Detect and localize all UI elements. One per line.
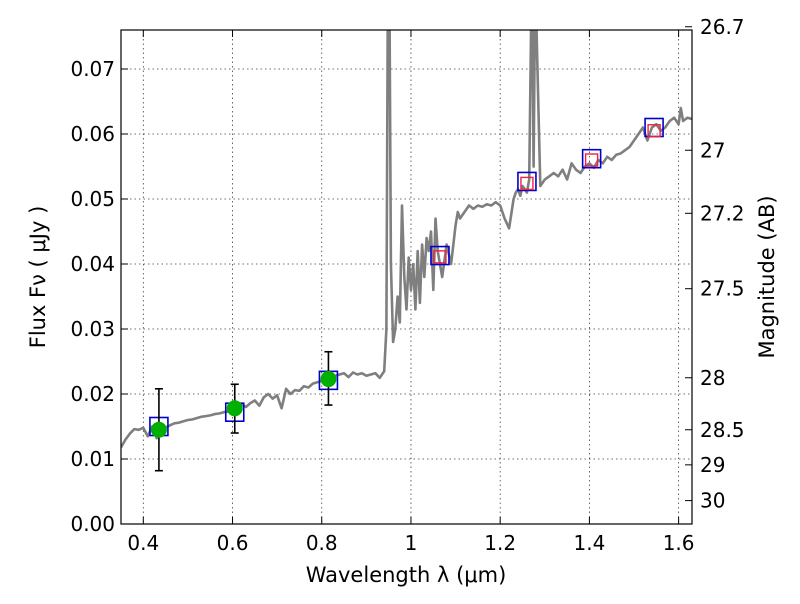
x-tick-label: 1.6 — [663, 531, 695, 555]
model-flux-square — [430, 245, 450, 266]
y2-tick-label: 26.7 — [700, 15, 745, 39]
plot-frame — [120, 29, 693, 525]
y2-tick-label: 28.5 — [700, 418, 745, 442]
x-tick-label: 1.2 — [484, 531, 516, 555]
observed-limit-square — [520, 176, 534, 191]
x-tick-label: 0.4 — [127, 531, 159, 555]
x-tick-label: 1.4 — [573, 531, 605, 555]
y-tick-label: 0.00 — [70, 512, 115, 536]
observed-limit-square — [647, 124, 661, 138]
y-tick-label: 0.02 — [70, 382, 115, 406]
y2-tick-label: 29 — [700, 453, 725, 477]
y2-axis-title: Magnitude (AB) — [755, 195, 779, 358]
y-tick-label: 0.05 — [70, 187, 115, 211]
x-axis-title: Wavelength λ (μm) — [306, 563, 507, 587]
y2-tick-label: 30 — [700, 489, 725, 513]
x-tick-label: 0.6 — [217, 531, 249, 555]
y-tick-label: 0.07 — [70, 57, 115, 81]
observed-limit-square — [584, 153, 599, 167]
y-tick-label: 0.03 — [70, 317, 115, 341]
tick-layer: 0.4 0.6 0.8 1 1.2 1.4 1.6 0.00 0.01 0.02 0.03 0.04 0… — [70, 15, 744, 555]
observed-flux-point — [320, 371, 337, 388]
observed-flux-point — [226, 400, 243, 417]
observed-limit-square — [433, 250, 447, 264]
y-axis-title: Flux Fν ( μJy ) — [26, 206, 50, 349]
x-tick-label: 0.8 — [306, 531, 338, 555]
y-tick-label: 0.01 — [70, 447, 115, 471]
observed-flux-point — [150, 421, 167, 438]
model-flux-square — [581, 148, 602, 169]
y-tick-label: 0.04 — [70, 252, 115, 276]
y2-tick-label: 27.5 — [700, 277, 745, 301]
x-tick-label: 1 — [405, 531, 418, 555]
y-tick-label: 0.06 — [70, 122, 115, 146]
y2-tick-label: 27.2 — [700, 201, 745, 225]
y2-tick-label: 28 — [700, 366, 725, 390]
model-flux-square — [517, 171, 537, 192]
plot-background — [121, 30, 692, 524]
marker-layer — [149, 117, 664, 472]
y2-tick-label: 27 — [700, 138, 725, 162]
